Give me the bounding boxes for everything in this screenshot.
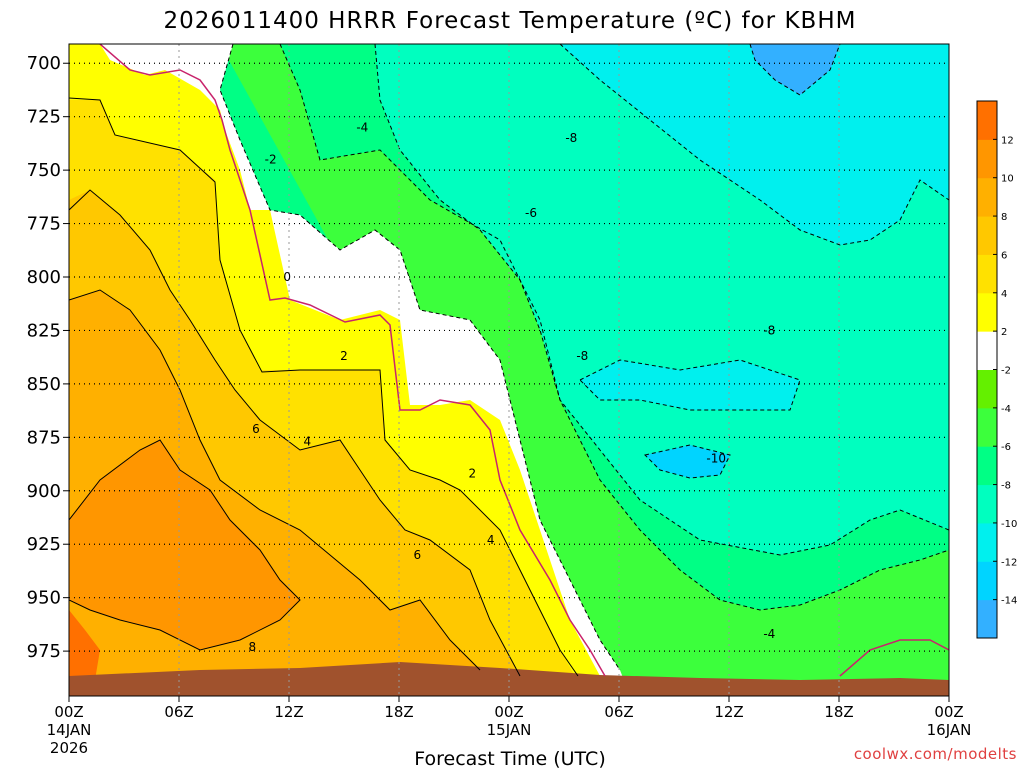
colorbar-swatch: [977, 484, 997, 524]
colorbar-label: -10: [1001, 519, 1017, 530]
x-axis-label: Forecast Time (UTC): [414, 748, 605, 768]
colorbar-swatch: [977, 522, 997, 562]
contour-freezing-line-east: [839, 639, 949, 677]
y-tick-label: 750: [27, 160, 61, 181]
y-tick-label: 925: [27, 534, 61, 555]
y-axis: 700 725 750 775 800 825 850 875 900 925 950 975: [27, 53, 69, 662]
colorbar-swatch: [977, 292, 997, 332]
contour-label: 6: [252, 422, 260, 436]
contour-minus10: [644, 444, 731, 479]
x-tick-label: 00Z: [934, 703, 963, 721]
colorbar-label: -2: [1001, 366, 1011, 377]
y-tick-label: 850: [27, 374, 61, 395]
contour-minus8: [559, 44, 949, 246]
x-tick-date: 15JAN: [487, 721, 532, 739]
colorbar-swatch: [977, 599, 997, 639]
contour-label: 4: [487, 533, 495, 547]
contour-label: 8: [249, 640, 257, 654]
colorbar-label: -14: [1001, 596, 1017, 607]
y-tick-label: 700: [27, 53, 61, 74]
contour-minus4: [279, 44, 949, 611]
colorbar-swatch: [977, 216, 997, 255]
x-tick-label: 18Z: [824, 703, 853, 721]
contour-label: -4: [763, 627, 775, 641]
chart-title: 2026011400 HRRR Forecast Temperature (ºC…: [164, 8, 857, 34]
colorbar-swatch: [977, 331, 997, 370]
contour-label: -8: [763, 323, 775, 337]
credit-text: coolwx.com/modelts: [854, 745, 1017, 763]
contour-label: -8: [565, 131, 577, 145]
band-minus14-minus12: [750, 44, 840, 95]
colorbar-swatch: [977, 254, 997, 294]
y-tick-label: 775: [27, 214, 61, 235]
contour-minus6: [374, 44, 949, 556]
grid-layer: [69, 44, 949, 696]
contour-label: 0: [283, 270, 291, 284]
x-tick-label: 06Z: [164, 703, 193, 721]
colorbar-label: 10: [1001, 174, 1014, 185]
contour-minus2: [219, 44, 621, 671]
colorbar-label: 4: [1001, 289, 1007, 300]
x-tick-date: 16JAN: [927, 721, 972, 739]
x-tick-label: 12Z: [714, 703, 743, 721]
colorbar-swatch: [977, 446, 997, 486]
x-tick-label: 00Z: [54, 703, 83, 721]
colorbar-label: -4: [1001, 404, 1011, 415]
x-tick-date: 14JAN: [47, 721, 92, 739]
x-tick-label: 18Z: [384, 703, 413, 721]
colorbar-swatch: [977, 561, 997, 601]
colorbar-label: 6: [1001, 250, 1007, 261]
colorbar-label: -6: [1001, 442, 1011, 453]
colorbar-label: -12: [1001, 557, 1017, 568]
colorbar-swatch: [977, 177, 997, 217]
colorbar-swatch: [977, 139, 997, 179]
band-minus12-minus10: [645, 445, 730, 478]
colorbar: -14 -12 -10 -8 -6 -4 -2 2 4 6 8 10 12: [976, 100, 1017, 639]
contour-plus6: [69, 289, 481, 671]
y-tick-label: 800: [27, 267, 61, 288]
y-tick-label: 875: [27, 427, 61, 448]
colorbar-swatch: [977, 369, 997, 409]
colorbar-label: 12: [1001, 135, 1014, 146]
colorbar-swatch: [977, 407, 997, 447]
contour-label: -4: [356, 120, 368, 134]
x-tick-label: 00Z: [494, 703, 523, 721]
band-plus12-plus14: [69, 610, 100, 680]
y-tick-label: 975: [27, 641, 61, 662]
colorbar-label: 8: [1001, 212, 1007, 223]
contour-plus4: [69, 189, 521, 677]
contour-label: -8: [576, 349, 588, 363]
band-plus10-plus12: [69, 440, 300, 650]
x-tick-label: 12Z: [274, 703, 303, 721]
contour-label: 2: [340, 349, 348, 363]
contour-plus2: [69, 97, 579, 677]
y-tick-label: 725: [27, 107, 61, 128]
contour-label: 6: [414, 548, 422, 562]
colorbar-swatch: [977, 101, 997, 140]
contour-minus8-low: [579, 359, 801, 411]
x-tick-year: 2026: [50, 739, 88, 757]
contour-layer: [69, 44, 949, 677]
contour-plus8: [69, 439, 301, 651]
band-minus10-minus8: [560, 44, 949, 245]
band-minus10-minus8-low: [580, 360, 800, 410]
contour-label: 4: [304, 435, 312, 449]
y-tick-label: 950: [27, 588, 61, 609]
contour-label: -6: [525, 206, 537, 220]
contour-minus14: [749, 44, 841, 96]
x-tick-label: 06Z: [604, 703, 633, 721]
colorbar-label: -8: [1001, 481, 1011, 492]
temperature-fill-layer: [69, 44, 949, 696]
contour-labels: -4 -8 -2 -6 0 2 -8 -8 6 4 -10 2 6 4 8 -4: [249, 120, 776, 653]
y-tick-label: 825: [27, 320, 61, 341]
contour-freezing-line: [99, 44, 606, 677]
contour-label: -2: [265, 152, 277, 166]
band-minus4-minus2: [220, 44, 949, 696]
contour-label: -10: [706, 452, 726, 466]
colorbar-label: 2: [1001, 327, 1007, 338]
y-tick-label: 900: [27, 481, 61, 502]
contour-label: 2: [469, 467, 477, 481]
